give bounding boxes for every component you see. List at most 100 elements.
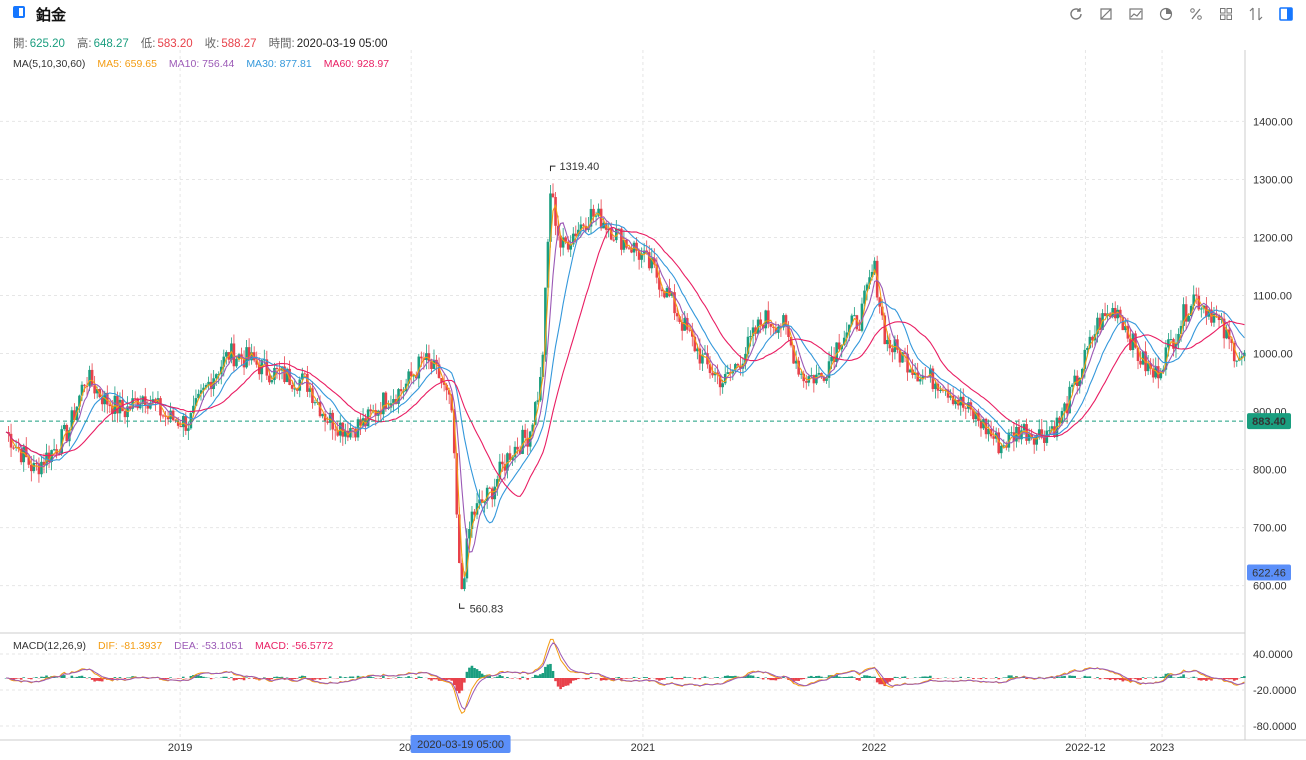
candle	[967, 402, 970, 409]
candle	[784, 315, 788, 326]
macd-bar	[680, 678, 684, 680]
candle	[1075, 375, 1079, 386]
candle	[827, 361, 831, 378]
candle	[541, 354, 545, 377]
percent-icon[interactable]	[1184, 4, 1208, 24]
candle	[774, 327, 778, 333]
macd-bar	[293, 678, 296, 680]
macd-bar	[1172, 677, 1175, 678]
candle	[1032, 437, 1036, 445]
macd-bar	[387, 678, 390, 679]
indicator-icon[interactable]	[1154, 4, 1178, 24]
x-tick-label: 2022	[862, 742, 886, 754]
candle	[392, 399, 395, 404]
candle	[374, 410, 378, 416]
candle	[399, 389, 403, 392]
chart-type-icon[interactable]	[1124, 4, 1148, 24]
macd-bar	[30, 678, 33, 680]
macd-value-legend: MACD: -56.5772	[255, 640, 334, 652]
layout-icon[interactable]	[1214, 4, 1238, 24]
candle	[787, 325, 790, 337]
macd-bar	[379, 678, 383, 679]
macd-bar	[792, 678, 795, 683]
macd-bar	[726, 675, 730, 678]
close-value: 收: 588.27	[204, 38, 257, 50]
crosshair-price-tag: 622.46	[1252, 568, 1286, 580]
macd-bar	[1111, 678, 1114, 680]
candle	[27, 457, 31, 465]
macd-bar	[761, 678, 765, 680]
candle	[1098, 317, 1102, 330]
candle	[1156, 366, 1160, 379]
macd-bar	[1118, 678, 1122, 680]
candle	[794, 360, 798, 364]
candle	[835, 342, 838, 363]
candle	[1037, 429, 1041, 435]
candle	[802, 373, 806, 382]
candle	[105, 392, 109, 405]
macd-bar	[688, 677, 692, 678]
candle	[407, 371, 410, 384]
macd-bar	[1053, 678, 1056, 679]
candle	[749, 336, 752, 338]
macd-bar	[473, 667, 476, 678]
candle	[202, 387, 205, 391]
macd-bar	[703, 676, 707, 678]
candle	[288, 368, 291, 385]
candle	[440, 377, 443, 383]
macd-bar	[323, 678, 327, 679]
panel-toggle-icon[interactable]	[13, 6, 25, 18]
macd-bar	[445, 678, 448, 681]
candle	[290, 384, 294, 389]
macd-bar	[83, 677, 86, 678]
candle	[1129, 338, 1132, 351]
refresh-icon[interactable]	[1064, 4, 1088, 24]
macd-bar	[1007, 675, 1011, 678]
candle	[161, 415, 165, 417]
drawing-icon[interactable]	[1094, 4, 1118, 24]
macd-legend: MACD(12,26,9) DIF: -81.3937 DEA: -53.105…	[13, 640, 333, 652]
macd-bar	[693, 678, 697, 680]
macd-bar	[577, 678, 580, 680]
candle	[711, 373, 714, 376]
candle	[468, 529, 471, 539]
sort-icon[interactable]	[1244, 4, 1268, 24]
min-price-label: 560.83	[470, 603, 504, 615]
macd-bar	[564, 678, 567, 686]
macd-bar	[237, 678, 241, 680]
candle	[1080, 368, 1084, 378]
candle	[688, 329, 692, 331]
candle	[842, 337, 846, 346]
macd-bar	[799, 678, 803, 680]
candle	[197, 393, 200, 399]
candle	[199, 390, 203, 394]
candle	[1091, 336, 1094, 341]
candle	[637, 250, 641, 260]
candle	[445, 384, 448, 391]
macd-bar	[544, 666, 547, 678]
candle	[830, 356, 833, 362]
candle	[913, 372, 917, 375]
ma30-line	[5, 223, 1245, 524]
macd-bar	[14, 678, 18, 679]
candle	[772, 326, 775, 328]
high-value: 高: 648.27	[76, 38, 129, 50]
macd-bar	[1205, 678, 1208, 681]
candle	[495, 479, 499, 487]
macd-bar	[450, 678, 454, 681]
candle	[1144, 351, 1147, 372]
candle	[417, 356, 421, 379]
macd-bar	[113, 677, 117, 678]
macd-bar	[1103, 678, 1107, 679]
candle	[592, 208, 595, 217]
macd-bar	[827, 675, 831, 678]
macd-bar	[1139, 678, 1142, 680]
candle	[860, 303, 864, 331]
panel-icon[interactable]	[1274, 4, 1298, 24]
macd-bar	[1108, 678, 1112, 680]
x-tick-label: 2019	[168, 742, 192, 754]
candle	[848, 324, 851, 333]
candle	[1197, 295, 1201, 310]
candle	[655, 264, 659, 278]
